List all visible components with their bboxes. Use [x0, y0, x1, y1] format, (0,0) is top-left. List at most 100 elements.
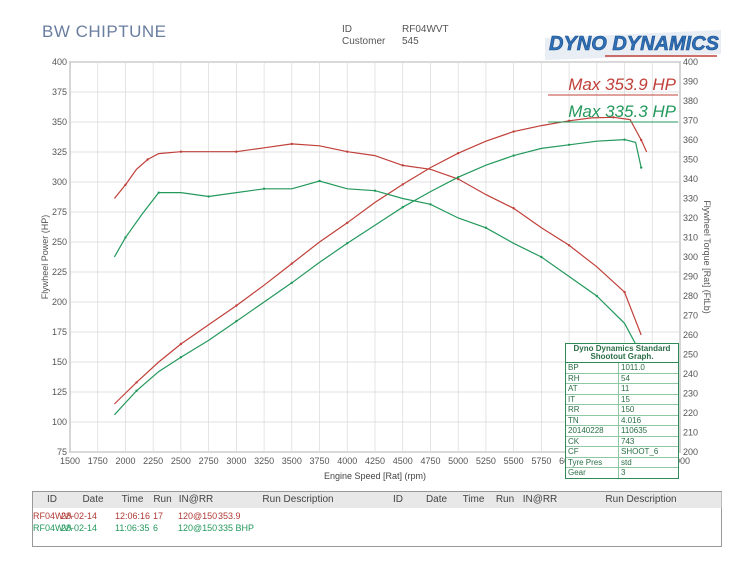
legend-header: Dyno Dynamics Standard Shootout Graph.	[566, 344, 678, 363]
runs-header-cell: ID	[33, 492, 72, 508]
legend-key: IT	[566, 394, 619, 404]
series-point	[401, 206, 404, 209]
y-left-tick-label: 275	[52, 207, 67, 217]
runs-table: ID Date Time Run IN@RR Run Description ID Date T…	[32, 491, 722, 547]
legend-key: RR	[566, 405, 619, 415]
y-left-tick-label: 350	[52, 117, 67, 127]
series-point	[135, 381, 138, 384]
legend-key: BP	[566, 363, 619, 373]
legend-row: CK 743	[566, 436, 678, 447]
series-point	[512, 207, 515, 210]
company-title: BW CHIPTUNE	[42, 22, 167, 41]
runs-cell-id: RF04WV\	[33, 511, 73, 521]
legend-row: Tyre Pres std	[566, 457, 678, 468]
series-point	[157, 191, 160, 194]
series-point	[235, 304, 238, 307]
runs-header-cell: IN@RR	[175, 492, 218, 508]
x-tick-label: 3000	[226, 456, 246, 466]
series-point	[429, 203, 432, 206]
y-right-tick-label: 340	[683, 174, 698, 184]
series-point	[456, 177, 460, 181]
id-label: ID	[342, 24, 352, 35]
runs-cell-run: 17	[153, 511, 164, 521]
series-point	[318, 179, 321, 183]
legend-row: AT 11	[566, 384, 678, 395]
series-point	[235, 150, 238, 153]
series-point	[146, 158, 149, 161]
y-right-tick-label: 330	[683, 194, 698, 204]
legend-key: AT	[566, 384, 619, 394]
y-left-tick-label: 325	[52, 147, 67, 157]
y-left-tick-label: 150	[52, 357, 67, 367]
series-point	[623, 290, 626, 294]
series-point	[135, 389, 138, 392]
series-line-2	[113, 138, 642, 416]
x-tick-label: 3250	[254, 456, 274, 466]
y-right-tick-label: 240	[683, 369, 698, 379]
series-point	[639, 138, 643, 142]
legend-row: RR 150	[566, 405, 678, 416]
y-right-tick-label: 390	[683, 77, 698, 87]
series-point	[290, 262, 294, 265]
customer-label: Customer	[342, 36, 386, 47]
legend-key: Gear	[566, 468, 619, 478]
legend-row: TN 4.016	[566, 415, 678, 426]
legend-value: 1011.0	[621, 363, 645, 372]
x-tick-label: 1500	[60, 456, 80, 466]
y-left-tick-label: 175	[52, 327, 67, 337]
runs-cell-inrr: 120@150	[178, 523, 218, 533]
legend-row: 20140228 110635	[566, 426, 678, 437]
y-axis-right-label: Flywheel Torque [Rat] (FtLb)	[702, 200, 712, 313]
runs-cell-date: 28-02-14	[61, 511, 98, 521]
x-tick-label: 2500	[171, 456, 191, 466]
y-right-tick-label: 280	[683, 291, 698, 301]
series-point	[235, 320, 238, 323]
y-right-tick-label: 270	[683, 311, 698, 321]
series-point	[124, 183, 127, 187]
y-left-tick-label: 100	[52, 417, 67, 427]
x-tick-label: 1750	[88, 456, 108, 466]
runs-header-cell: Run	[150, 492, 176, 508]
dyno-dynamics-logo: DYNO DYNAMICS	[545, 20, 721, 62]
y-left-tick-label: 75	[57, 447, 67, 457]
series-point	[290, 142, 294, 146]
series-lines	[113, 116, 648, 416]
y-right-tick-label: 350	[683, 155, 698, 165]
runs-cell-time: 11:06:35	[115, 523, 150, 533]
y-right-tick-label: 200	[683, 447, 698, 457]
runs-header-cell: Run Description	[561, 492, 722, 508]
legend-value: 110635	[621, 426, 648, 435]
legend-row: BP 1011.0	[566, 363, 678, 374]
x-tick-label: 4750	[420, 456, 440, 466]
runs-cell-desc: 335 BHP	[218, 523, 255, 533]
legend-row: IT 15	[566, 394, 678, 405]
y-left-tick-label: 375	[52, 87, 67, 97]
series-point	[623, 138, 626, 141]
runs-cell-inrr: 120@150	[178, 511, 218, 521]
shootout-legend-table: Dyno Dynamics Standard Shootout Graph. B…	[565, 343, 679, 479]
series-point	[124, 236, 127, 239]
series-point	[401, 183, 404, 186]
runs-header-cell: Date	[417, 492, 457, 508]
y-right-tick-label: 250	[683, 350, 698, 360]
max-hp-annotation-green: Max 335.3 HP	[568, 102, 676, 121]
legend-value: 11	[621, 384, 630, 393]
y-left-tick-label: 125	[52, 387, 67, 397]
x-tick-label: 5750	[531, 456, 551, 466]
y-left-tick-label: 200	[52, 297, 67, 307]
series-point	[346, 221, 349, 224]
x-tick-label: 2250	[143, 456, 163, 466]
y-left-tick-label: 225	[52, 267, 67, 277]
legend-row: Gear 3	[566, 468, 678, 478]
y-right-tick-label: 210	[683, 428, 698, 438]
series-point	[401, 164, 404, 167]
runs-cell-run: 6	[153, 523, 159, 533]
series-point	[179, 342, 183, 346]
runs-cell-time: 12:06:16	[115, 511, 151, 521]
customer-value: 545	[402, 36, 419, 47]
runs-header-cell: Run	[491, 492, 520, 508]
x-tick-label: 5000	[448, 456, 468, 466]
series-point	[346, 150, 349, 153]
x-tick-label: 2000	[115, 456, 135, 466]
y-right-tick-label: 220	[683, 408, 698, 418]
